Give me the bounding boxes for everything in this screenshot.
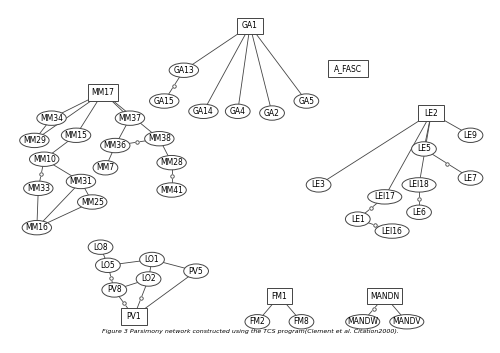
Ellipse shape	[458, 171, 483, 185]
Text: MM29: MM29	[23, 136, 46, 145]
Text: PV1: PV1	[126, 312, 141, 321]
FancyBboxPatch shape	[121, 309, 146, 325]
Ellipse shape	[24, 181, 53, 196]
Ellipse shape	[368, 190, 402, 204]
Text: LEI17: LEI17	[374, 192, 395, 201]
FancyBboxPatch shape	[88, 84, 118, 101]
Text: GA14: GA14	[193, 107, 214, 116]
Text: GA13: GA13	[174, 66, 194, 75]
Ellipse shape	[93, 161, 118, 175]
Ellipse shape	[66, 174, 96, 189]
Text: MM34: MM34	[40, 114, 63, 122]
Ellipse shape	[294, 94, 318, 108]
Ellipse shape	[100, 138, 130, 153]
Text: MANDN: MANDN	[370, 292, 400, 301]
Ellipse shape	[102, 283, 126, 297]
Ellipse shape	[88, 240, 113, 255]
Ellipse shape	[260, 106, 284, 120]
Ellipse shape	[62, 128, 91, 143]
Text: FM2: FM2	[250, 317, 265, 326]
Ellipse shape	[406, 205, 432, 220]
Text: MM7: MM7	[96, 163, 114, 172]
Text: MM16: MM16	[26, 223, 48, 232]
Text: MANDW: MANDW	[347, 317, 378, 326]
Text: LO2: LO2	[142, 275, 156, 283]
Ellipse shape	[157, 183, 186, 197]
Text: PV8: PV8	[107, 286, 122, 294]
Text: LE9: LE9	[464, 131, 477, 140]
Ellipse shape	[115, 111, 144, 125]
Ellipse shape	[306, 178, 331, 192]
Text: LE6: LE6	[412, 208, 426, 217]
Text: GA15: GA15	[154, 97, 174, 106]
Ellipse shape	[144, 132, 174, 146]
Text: MM28: MM28	[160, 158, 183, 167]
Text: FM1: FM1	[272, 292, 287, 301]
Text: LE5: LE5	[417, 144, 431, 154]
Text: MM37: MM37	[118, 114, 142, 122]
Text: MM25: MM25	[81, 197, 104, 207]
FancyBboxPatch shape	[418, 105, 444, 121]
Text: LE7: LE7	[464, 174, 477, 183]
Text: GA1: GA1	[242, 21, 258, 30]
Ellipse shape	[37, 111, 66, 125]
Ellipse shape	[157, 155, 186, 170]
Text: PV5: PV5	[188, 267, 204, 276]
Text: MM33: MM33	[27, 184, 50, 193]
Ellipse shape	[169, 63, 198, 77]
Text: LE1: LE1	[351, 215, 364, 223]
Ellipse shape	[289, 315, 314, 329]
Ellipse shape	[226, 104, 250, 119]
Text: LE2: LE2	[424, 108, 438, 118]
Text: MM10: MM10	[33, 155, 56, 164]
FancyBboxPatch shape	[237, 18, 263, 34]
Ellipse shape	[346, 212, 370, 226]
Ellipse shape	[30, 152, 59, 166]
Ellipse shape	[189, 104, 218, 119]
Text: FM8: FM8	[294, 317, 310, 326]
Ellipse shape	[140, 252, 164, 267]
Ellipse shape	[136, 272, 161, 286]
FancyBboxPatch shape	[266, 288, 292, 304]
Text: GA4: GA4	[230, 107, 246, 116]
Ellipse shape	[390, 315, 424, 329]
Ellipse shape	[402, 178, 436, 192]
Text: Figure 3 Parsimony network constructed using the TCS program(Clement et al. Cita: Figure 3 Parsimony network constructed u…	[102, 329, 399, 334]
Ellipse shape	[346, 315, 380, 329]
Text: MM15: MM15	[64, 131, 88, 140]
Ellipse shape	[375, 224, 409, 238]
Ellipse shape	[184, 264, 208, 278]
Text: GA2: GA2	[264, 108, 280, 118]
Ellipse shape	[22, 221, 52, 235]
Text: MM38: MM38	[148, 134, 171, 143]
Ellipse shape	[96, 258, 120, 273]
Text: MANDV: MANDV	[392, 317, 421, 326]
Ellipse shape	[78, 195, 107, 209]
Text: GA5: GA5	[298, 97, 314, 106]
FancyBboxPatch shape	[328, 60, 368, 77]
Text: LEI16: LEI16	[382, 227, 402, 235]
Text: MM31: MM31	[70, 177, 92, 186]
Text: MM41: MM41	[160, 186, 183, 195]
Text: LO5: LO5	[100, 261, 116, 270]
Text: LE3: LE3	[312, 180, 326, 190]
Text: LO1: LO1	[144, 255, 160, 264]
Text: MM17: MM17	[92, 88, 114, 97]
Ellipse shape	[458, 128, 483, 143]
Ellipse shape	[20, 133, 49, 148]
FancyBboxPatch shape	[367, 288, 402, 304]
Ellipse shape	[245, 315, 270, 329]
Text: LO8: LO8	[93, 243, 108, 252]
Ellipse shape	[150, 94, 179, 108]
Text: MM36: MM36	[104, 141, 127, 150]
Ellipse shape	[412, 142, 436, 156]
Text: LEI18: LEI18	[408, 180, 430, 190]
Text: A_FASC: A_FASC	[334, 64, 362, 73]
